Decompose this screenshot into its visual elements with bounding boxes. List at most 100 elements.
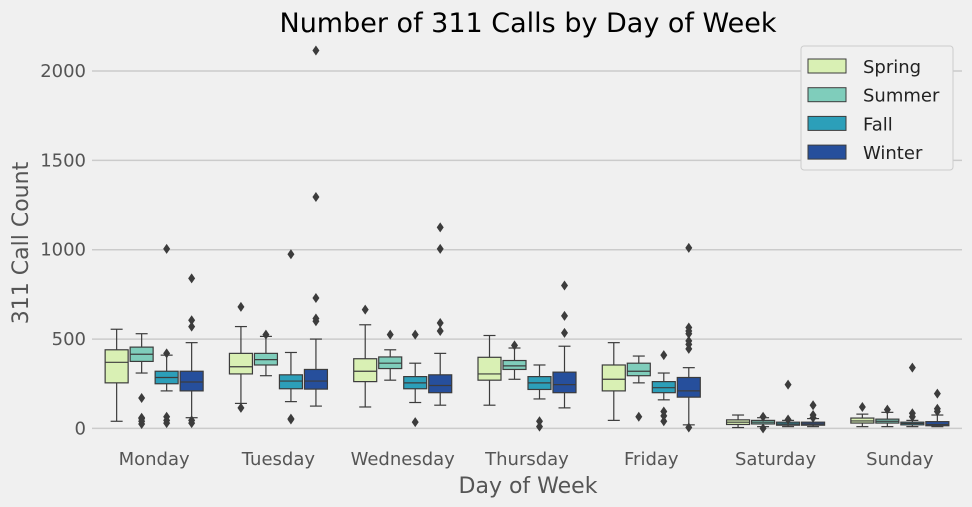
outlier-point xyxy=(933,388,941,399)
box xyxy=(850,401,875,428)
legend-swatch xyxy=(807,144,847,160)
y-tick-label: 1000 xyxy=(40,240,86,261)
box xyxy=(477,334,502,406)
box-iqr xyxy=(428,374,453,394)
outlier-point xyxy=(908,408,916,419)
box xyxy=(750,411,776,434)
y-tick-label: 500 xyxy=(52,329,86,350)
box xyxy=(253,329,279,377)
outlier-point xyxy=(411,417,419,428)
box xyxy=(104,328,129,422)
outlier-point xyxy=(237,402,245,413)
box-iqr xyxy=(601,364,626,392)
x-tick-label: Friday xyxy=(624,449,679,470)
outlier-point xyxy=(312,45,320,56)
outlier-point xyxy=(759,411,767,422)
box xyxy=(428,222,453,406)
outlier-point xyxy=(312,313,320,324)
y-tick-labels: 0 500 1000 1500 2000 xyxy=(40,61,86,439)
box-series xyxy=(104,45,950,434)
outlier-point xyxy=(436,326,444,337)
outlier-point xyxy=(163,348,171,359)
outlier-point xyxy=(561,327,568,338)
box xyxy=(875,404,900,428)
box-iqr xyxy=(353,358,378,383)
legend-frame xyxy=(800,45,954,171)
outlier-point xyxy=(163,411,171,422)
outlier-point xyxy=(809,410,817,421)
box xyxy=(353,304,378,408)
legend-swatch xyxy=(807,115,847,131)
outlier-point xyxy=(436,222,444,233)
box xyxy=(552,280,577,409)
legend-swatch xyxy=(807,58,847,74)
x-tick-label: Monday xyxy=(119,449,190,470)
legend-label: Winter xyxy=(863,143,923,164)
legend-label: Spring xyxy=(863,57,921,78)
y-axis-label: 311 Call Count xyxy=(9,161,34,324)
box-iqr xyxy=(104,349,129,384)
box xyxy=(129,333,154,429)
box xyxy=(651,350,676,427)
outlier-point xyxy=(188,315,196,326)
x-tick-labels: Monday Tuesday Wednesday Thursday Friday Satu… xyxy=(119,449,934,470)
box-iqr xyxy=(676,376,701,398)
box-iqr xyxy=(502,359,527,371)
box xyxy=(403,329,428,428)
box xyxy=(278,249,304,425)
box xyxy=(154,243,179,429)
outlier-point xyxy=(436,317,444,328)
box-iqr xyxy=(303,368,329,390)
outlier-point xyxy=(809,400,817,411)
outlier-point xyxy=(188,415,196,426)
outlier-point xyxy=(759,423,767,434)
outlier-point xyxy=(933,403,941,414)
outlier-point xyxy=(635,411,643,422)
outlier-point xyxy=(163,243,171,254)
box xyxy=(925,388,950,428)
x-tick-label: Saturday xyxy=(735,449,816,470)
box xyxy=(900,362,925,428)
outlier-point xyxy=(561,280,568,291)
box xyxy=(527,364,552,432)
outlier-point xyxy=(908,362,916,373)
outlier-point xyxy=(536,416,543,427)
legend: Spring Summer Fall Winter xyxy=(800,45,954,171)
box-iqr xyxy=(477,356,502,381)
outlier-point xyxy=(883,404,891,415)
outlier-point xyxy=(287,413,295,424)
x-tick-label: Tuesday xyxy=(241,449,316,470)
box xyxy=(800,400,826,428)
box xyxy=(725,414,751,429)
outlier-point xyxy=(660,416,668,427)
box xyxy=(228,301,254,413)
outlier-point xyxy=(685,422,693,433)
box xyxy=(626,355,651,422)
outlier-point xyxy=(411,329,419,340)
chart-title: Number of 311 Calls by Day of Week xyxy=(280,8,777,39)
box xyxy=(179,273,204,429)
box-iqr xyxy=(179,370,204,392)
outlier-point xyxy=(138,393,146,404)
box xyxy=(676,242,701,433)
box xyxy=(601,342,626,421)
box-iqr xyxy=(552,371,577,394)
outlier-point xyxy=(685,242,693,253)
legend-swatch xyxy=(807,87,847,103)
box-iqr xyxy=(925,421,950,427)
outlier-point xyxy=(561,310,568,321)
outlier-point xyxy=(237,301,245,312)
outlier-point xyxy=(784,379,792,390)
outlier-point xyxy=(511,340,518,351)
box xyxy=(775,379,801,428)
outlier-point xyxy=(660,350,668,361)
outlier-point xyxy=(312,192,320,203)
outlier-point xyxy=(188,273,196,284)
outlier-point xyxy=(685,322,693,333)
x-axis-label: Day of Week xyxy=(459,474,598,499)
box xyxy=(303,45,329,407)
box xyxy=(502,340,527,380)
outlier-point xyxy=(262,329,270,340)
y-tick-label: 0 xyxy=(75,418,86,439)
y-tick-label: 2000 xyxy=(40,61,86,82)
